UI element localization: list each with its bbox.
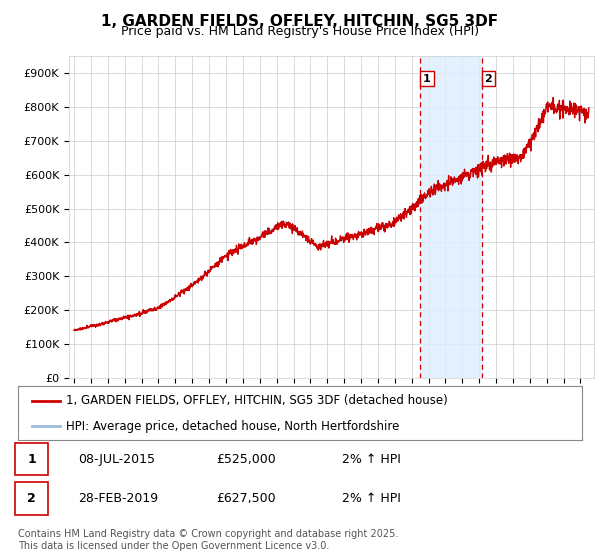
Text: Price paid vs. HM Land Registry's House Price Index (HPI): Price paid vs. HM Land Registry's House … [121, 25, 479, 38]
Text: HPI: Average price, detached house, North Hertfordshire: HPI: Average price, detached house, Nort… [66, 420, 400, 433]
Text: 2: 2 [484, 73, 492, 83]
Text: Contains HM Land Registry data © Crown copyright and database right 2025.
This d: Contains HM Land Registry data © Crown c… [18, 529, 398, 551]
Text: 28-FEB-2019: 28-FEB-2019 [78, 492, 158, 505]
Text: 1: 1 [423, 73, 431, 83]
Text: 1, GARDEN FIELDS, OFFLEY, HITCHIN, SG5 3DF: 1, GARDEN FIELDS, OFFLEY, HITCHIN, SG5 3… [101, 14, 499, 29]
Text: 2: 2 [27, 492, 36, 505]
Text: £525,000: £525,000 [216, 452, 276, 466]
Text: 1, GARDEN FIELDS, OFFLEY, HITCHIN, SG5 3DF (detached house): 1, GARDEN FIELDS, OFFLEY, HITCHIN, SG5 3… [66, 394, 448, 407]
Text: 2% ↑ HPI: 2% ↑ HPI [342, 452, 401, 466]
Text: 1: 1 [27, 452, 36, 466]
Text: 08-JUL-2015: 08-JUL-2015 [78, 452, 155, 466]
Text: £627,500: £627,500 [216, 492, 275, 505]
Bar [421, 56, 482, 378]
Text: 2% ↑ HPI: 2% ↑ HPI [342, 492, 401, 505]
